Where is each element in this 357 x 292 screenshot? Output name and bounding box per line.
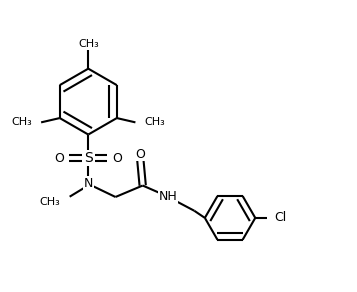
Text: O: O	[112, 152, 122, 164]
Text: CH₃: CH₃	[145, 117, 165, 127]
Text: CH₃: CH₃	[78, 39, 99, 49]
Text: S: S	[84, 151, 93, 165]
Text: CH₃: CH₃	[39, 197, 60, 207]
Text: NH: NH	[159, 190, 178, 204]
Text: Cl: Cl	[274, 211, 286, 224]
Text: CH₃: CH₃	[11, 117, 32, 127]
Text: O: O	[135, 148, 145, 161]
Text: O: O	[55, 152, 65, 164]
Text: N: N	[84, 177, 93, 190]
